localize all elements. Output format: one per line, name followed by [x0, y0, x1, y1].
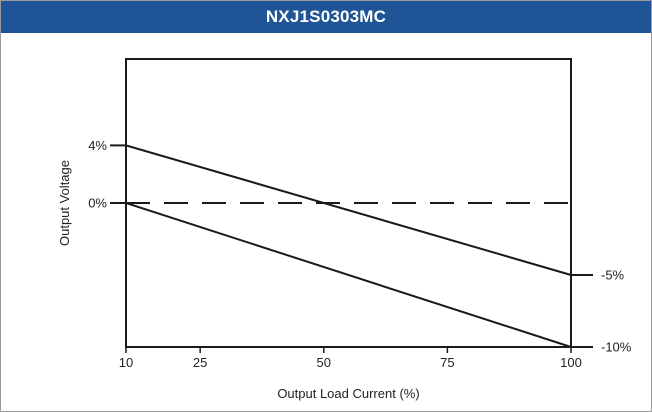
x-axis-label: Output Load Current (%) — [277, 386, 419, 401]
y-tick-label-left: 4% — [88, 138, 107, 153]
y-axis-label: Output Voltage — [57, 160, 72, 246]
x-tick-label: 100 — [560, 355, 582, 370]
series-layer — [125, 144, 572, 348]
chart-title-bar: NXJ1S0303MC — [1, 1, 651, 33]
y-tick-label-right: -10% — [601, 340, 632, 355]
y-tick-label-right: -5% — [601, 268, 625, 283]
x-tick-label: 75 — [440, 355, 454, 370]
x-tick-label: 50 — [317, 355, 331, 370]
x-tick-label: 25 — [193, 355, 207, 370]
series-line-1 — [125, 144, 572, 276]
x-tick-label: 10 — [119, 355, 133, 370]
plot-area — [125, 58, 572, 348]
series-line-2 — [125, 202, 572, 348]
y-tick-label-left: 0% — [88, 196, 107, 211]
ticks-layer: 10 25 50 75 100 4% 0% -5% -10% — [88, 138, 632, 370]
